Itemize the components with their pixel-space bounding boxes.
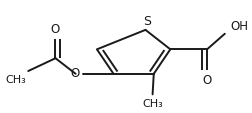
Text: O: O	[71, 67, 80, 79]
Text: OH: OH	[231, 20, 249, 33]
Text: CH₃: CH₃	[5, 75, 26, 85]
Text: O: O	[51, 23, 60, 36]
Text: S: S	[143, 15, 151, 28]
Text: CH₃: CH₃	[142, 98, 163, 108]
Text: O: O	[202, 74, 212, 87]
